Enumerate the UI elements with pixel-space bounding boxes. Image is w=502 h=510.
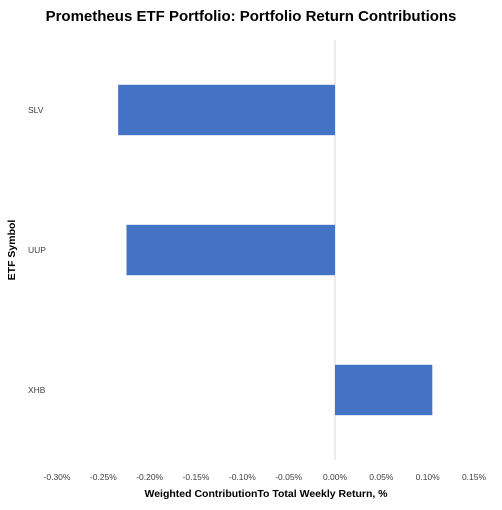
- x-tick-label: -0.25%: [90, 472, 117, 482]
- bar-slv: [118, 84, 335, 136]
- x-tick-label: -0.10%: [229, 472, 256, 482]
- x-tick-label: -0.20%: [136, 472, 163, 482]
- x-tick-label: -0.15%: [183, 472, 210, 482]
- x-tick-label: -0.30%: [44, 472, 71, 482]
- x-tick-label: 0.05%: [369, 472, 394, 482]
- bar-uup: [126, 224, 335, 276]
- y-tick-label: XHB: [28, 385, 46, 395]
- x-tick-label: 0.10%: [416, 472, 441, 482]
- chart-title: Prometheus ETF Portfolio: Portfolio Retu…: [45, 8, 457, 25]
- x-tick-label: 0.00%: [323, 472, 348, 482]
- y-tick-label: UUP: [28, 245, 46, 255]
- x-tick-label: 0.15%: [462, 472, 487, 482]
- y-tick-label: SLV: [28, 105, 44, 115]
- x-tick-label: -0.05%: [275, 472, 302, 482]
- x-axis-label: Weighted ContributionTo Total Weekly Ret…: [144, 488, 388, 500]
- bar-xhb: [335, 364, 433, 416]
